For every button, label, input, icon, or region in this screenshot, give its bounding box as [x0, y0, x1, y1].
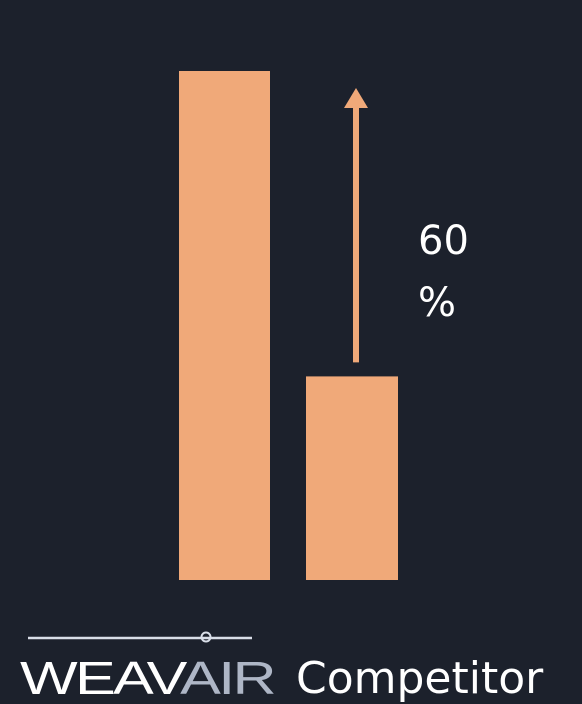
- bar-competitor: [306, 376, 398, 580]
- weavair-logo: WEAV AIR: [20, 631, 277, 704]
- category-label-weavair: WEAV AIR: [20, 652, 275, 704]
- logo-dot: [200, 631, 212, 643]
- logo-text-main: WEAV: [20, 652, 188, 704]
- logo-text-accent: AIR: [180, 652, 275, 704]
- annotation-value-label: 60: [418, 218, 469, 264]
- bar-weavair: [179, 71, 270, 580]
- category-label-competitor: Competitor: [296, 653, 544, 704]
- growth-arrow: [344, 88, 368, 363]
- bars-layer: [179, 71, 398, 580]
- arrow-head: [344, 88, 368, 108]
- annotation-unit-label: %: [418, 280, 456, 326]
